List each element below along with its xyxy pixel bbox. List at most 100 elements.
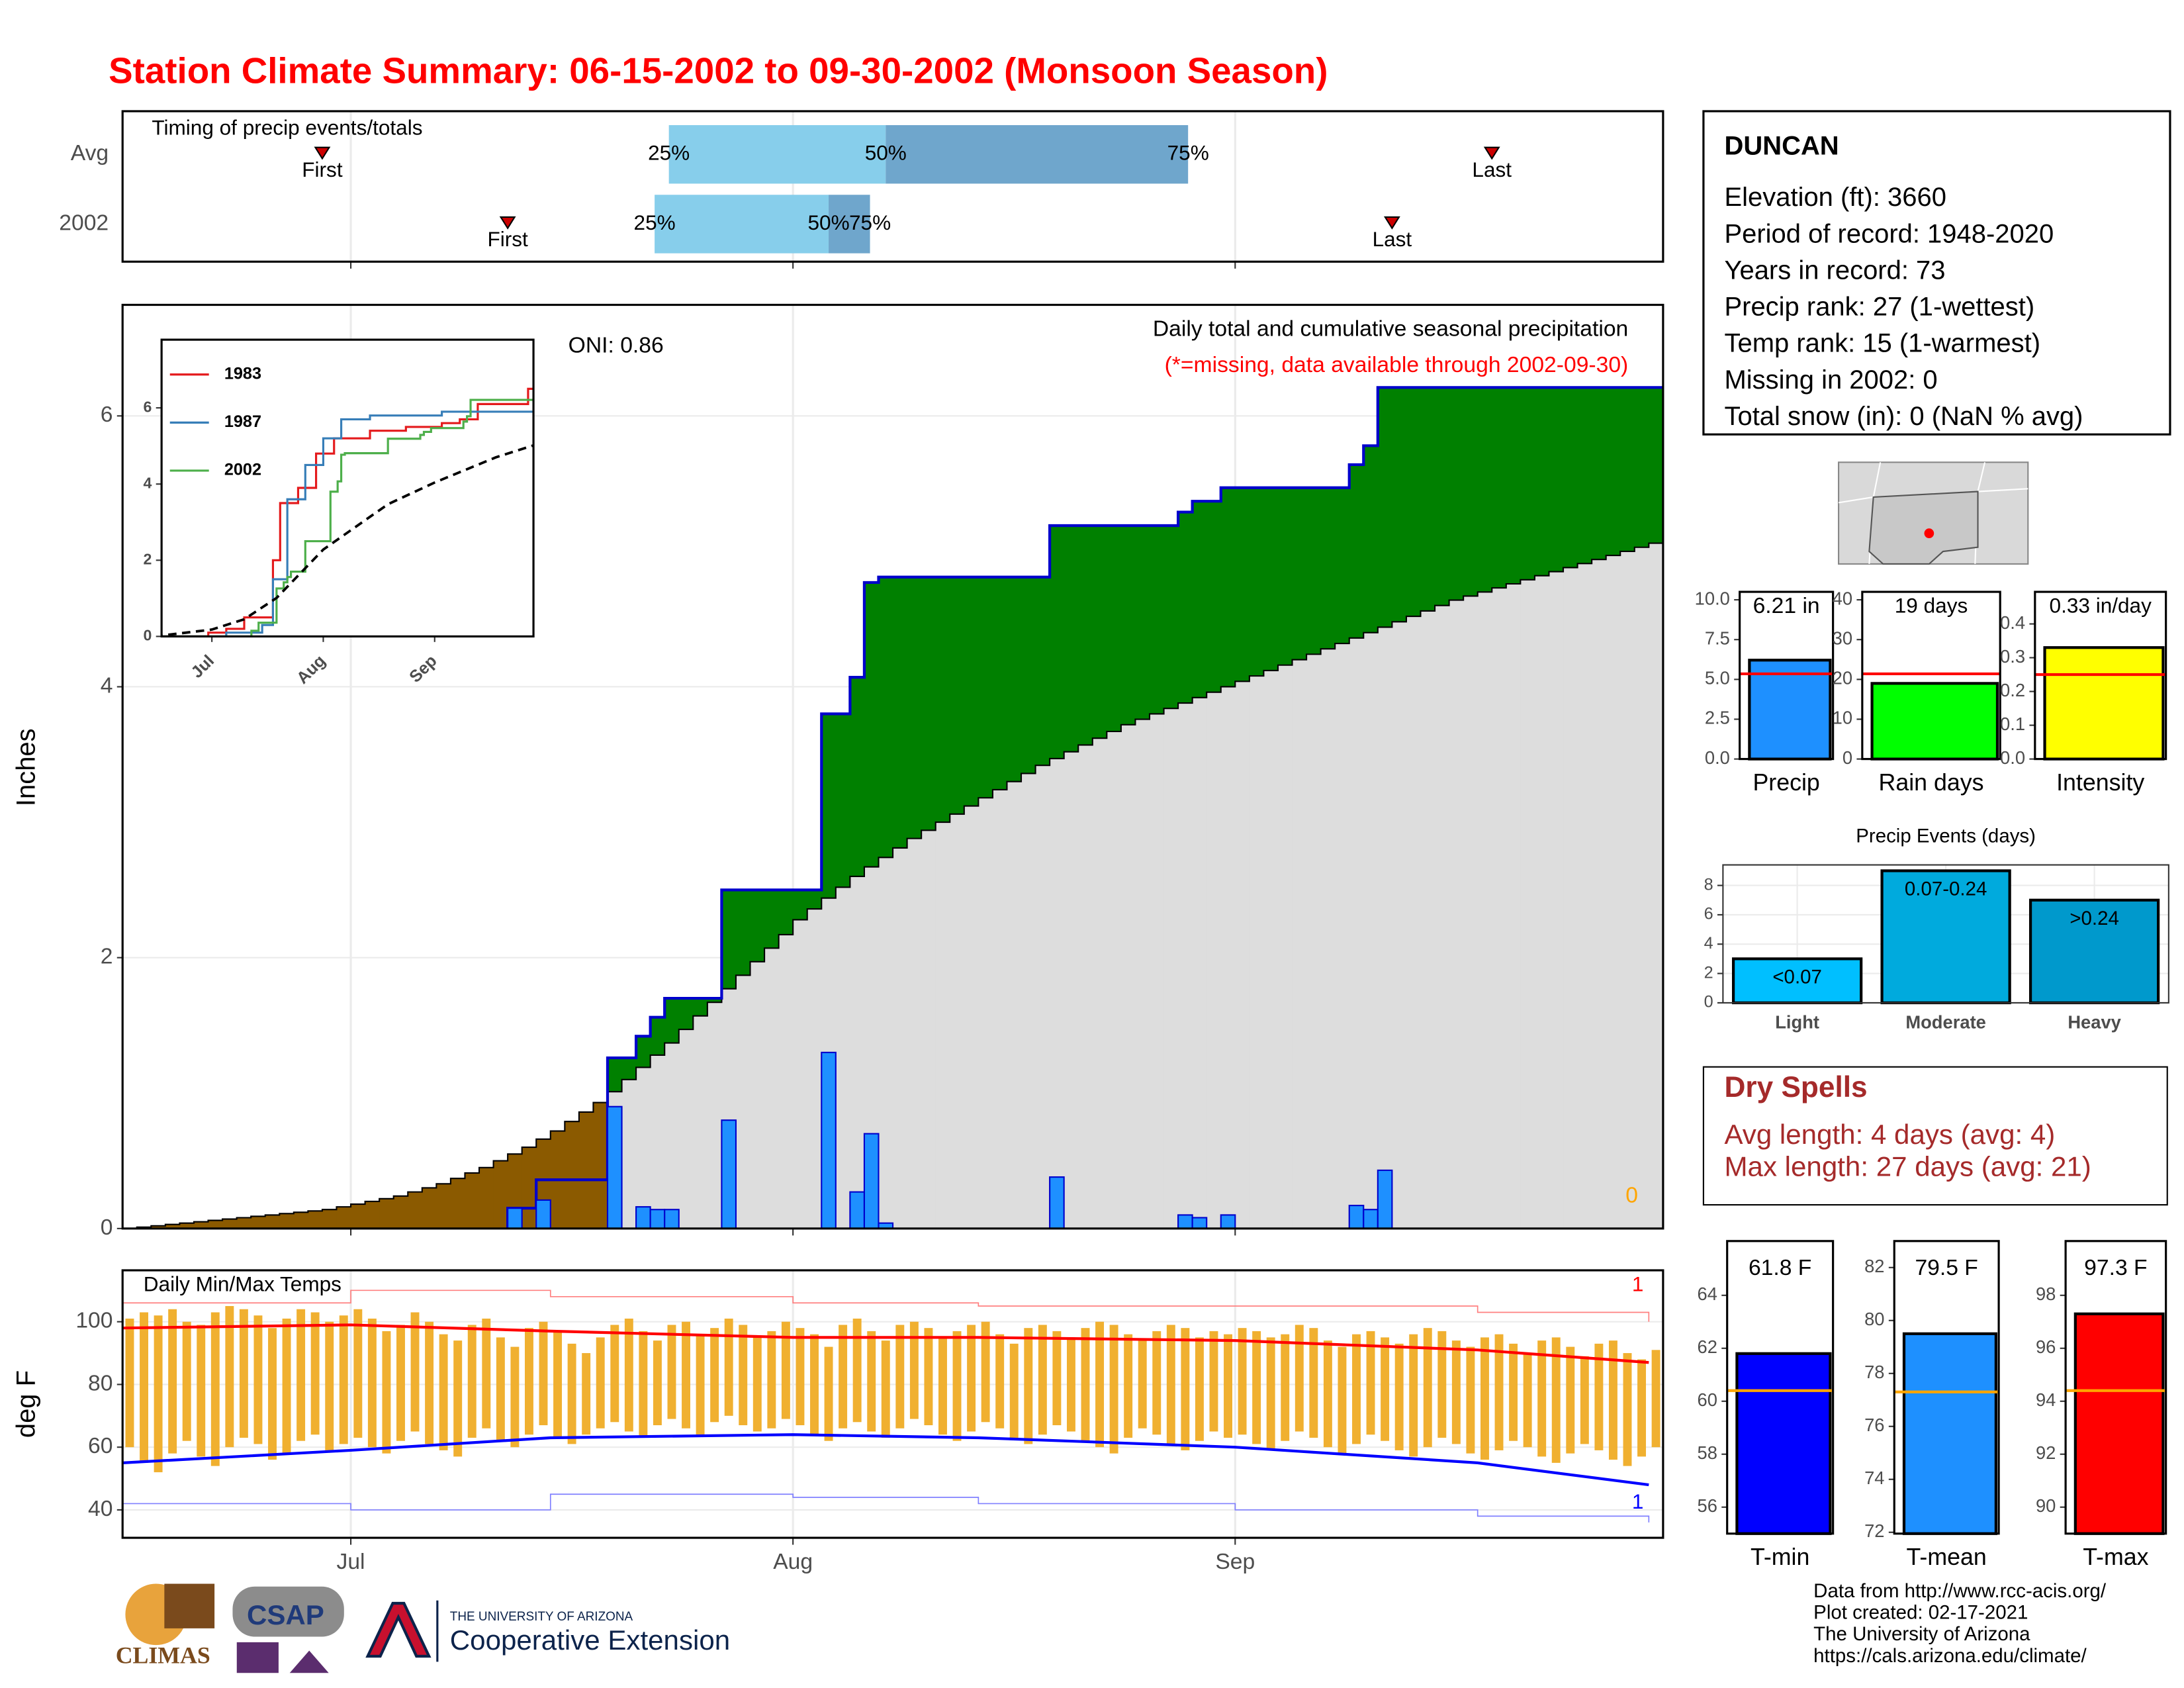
y-tick-label: 90: [2036, 1495, 2056, 1516]
temp-bar: [624, 1318, 633, 1432]
temp-bar: [839, 1325, 848, 1429]
temp-bar: [1480, 1337, 1489, 1460]
record-min-count: 1: [1632, 1489, 1644, 1513]
temp-bar: [1095, 1321, 1105, 1448]
average-area: [921, 830, 936, 1229]
surplus-area: [1449, 387, 1464, 600]
average-area: [878, 857, 893, 1229]
event-marker: [314, 146, 331, 160]
deficit-area: [436, 1184, 451, 1229]
surplus-area: [621, 1058, 637, 1080]
daily-bar: [1363, 1209, 1379, 1229]
temp-bar: [1024, 1328, 1033, 1444]
daily-bar: [849, 1191, 865, 1229]
average-area: [1449, 600, 1464, 1229]
surplus-area: [778, 890, 794, 935]
daily-bar: [863, 1133, 880, 1229]
temp-bar: [924, 1328, 933, 1426]
deficit-area: [322, 1209, 338, 1229]
panel-frame: [1722, 864, 2169, 1004]
surplus-area: [721, 890, 737, 989]
surplus-area: [1078, 526, 1093, 745]
daily-bar: [1348, 1205, 1365, 1229]
y-tick-label: 98: [2036, 1284, 2056, 1304]
panel-bg: [161, 340, 534, 637]
surplus-area: [978, 577, 993, 798]
y-tick-label: 4: [101, 673, 113, 698]
panel-frame: [1861, 590, 2001, 761]
temp-bar: [1209, 1331, 1218, 1432]
surplus-area: [678, 998, 694, 1030]
average-area: [793, 919, 808, 1229]
y-tick-label: 2: [101, 945, 113, 969]
temp-bar: [938, 1337, 947, 1435]
surplus-area: [1206, 501, 1222, 692]
average-area: [678, 1029, 694, 1229]
quartile-label: 25%: [648, 141, 690, 165]
average-area: [1007, 781, 1022, 1229]
daily-bar: [664, 1209, 680, 1229]
y-tick-label: 6: [1704, 905, 1713, 923]
surplus-area: [950, 577, 965, 814]
station-line: Years in record: 73: [1724, 256, 1945, 285]
temp-bar: [239, 1309, 248, 1438]
y-tick-label: 20: [1833, 668, 1852, 688]
series-line: [161, 410, 534, 637]
average-area: [1107, 731, 1122, 1229]
temp-bar: [268, 1328, 277, 1460]
surplus-area: [1463, 387, 1479, 596]
summary-bar: [1902, 1332, 1997, 1535]
surplus-area: [992, 577, 1008, 790]
surplus-area: [1306, 487, 1322, 655]
temp-bar: [752, 1337, 762, 1432]
surplus-area: [921, 577, 936, 831]
temp-bar: [1281, 1334, 1290, 1441]
temp-bar: [1651, 1350, 1661, 1448]
average-area: [650, 1055, 665, 1229]
surplus-area: [1277, 487, 1293, 665]
surplus-area: [1335, 487, 1350, 644]
surplus-area: [1520, 387, 1535, 580]
temp-bar: [1509, 1343, 1518, 1441]
average-area: [964, 806, 979, 1229]
y-tick-label: 80: [88, 1371, 113, 1395]
average-area: [807, 909, 822, 1229]
y-tick-label: 0: [1843, 747, 1852, 768]
average-area: [978, 798, 993, 1229]
temp-bar: [168, 1309, 177, 1454]
event-label: First: [487, 227, 528, 251]
avg-max-line: [122, 1323, 1649, 1364]
surplus-area: [1492, 387, 1507, 588]
bar: [2028, 898, 2160, 1005]
surplus-area: [1349, 464, 1364, 638]
temp-bar: [667, 1325, 676, 1419]
temp-bar: [710, 1328, 719, 1423]
temp-bar: [396, 1325, 405, 1441]
legend-label: 2002: [224, 461, 261, 479]
surplus-area: [1292, 487, 1307, 660]
temp-bar: [767, 1331, 776, 1429]
temp-bar: [724, 1318, 733, 1416]
temp-bar: [410, 1312, 420, 1432]
temp-bar: [1381, 1337, 1390, 1441]
temp-bar: [1423, 1328, 1432, 1448]
csap-logo-shape: [232, 1586, 344, 1637]
x-label: Intensity: [2056, 769, 2144, 796]
timing-bar: [668, 125, 886, 184]
deficit-area: [393, 1196, 408, 1229]
y-tick-label: 5.0: [1705, 668, 1730, 688]
temp-bar: [981, 1321, 990, 1423]
y-tick-label: 6: [144, 398, 152, 415]
quartile-label: 75%: [849, 211, 891, 234]
legend-label: 1987: [224, 412, 261, 431]
average-area: [1377, 627, 1393, 1229]
value-label: 79.5 F: [1915, 1256, 1978, 1280]
average-area: [1163, 708, 1179, 1229]
y-tick-label: 82: [1864, 1256, 1884, 1276]
deficit-area: [493, 1160, 508, 1229]
event-label: First: [302, 158, 343, 181]
temp-bar: [1166, 1325, 1175, 1444]
bar-label: 0.07-0.24: [1905, 878, 1987, 900]
temp-bar: [1437, 1331, 1447, 1438]
y-tick-label: 96: [2036, 1336, 2056, 1357]
